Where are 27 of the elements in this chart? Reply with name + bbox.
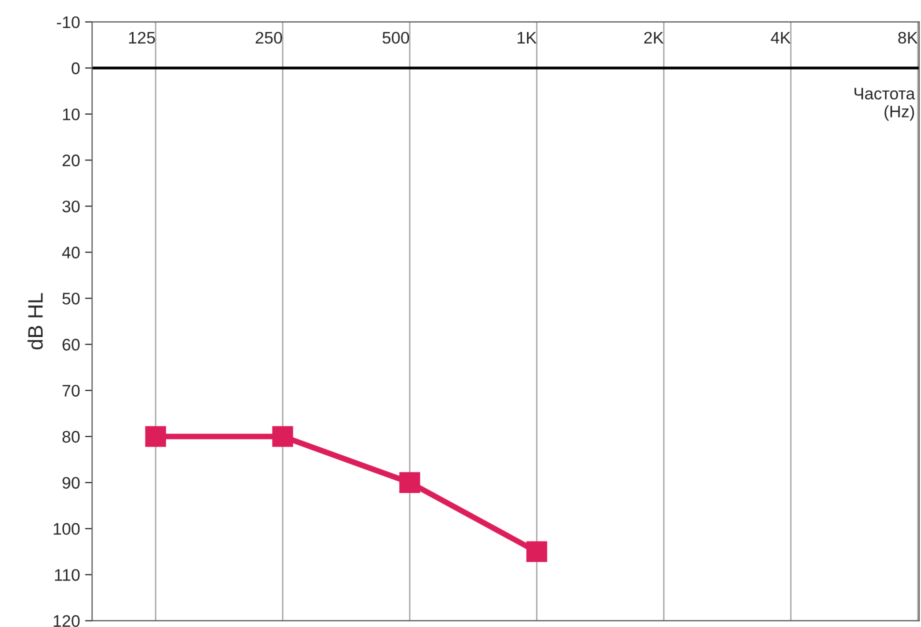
point <box>272 426 294 447</box>
y-tick-label: 50 <box>62 292 80 305</box>
x-tick-label: 4K <box>770 32 791 44</box>
y-tick-label: 100 <box>54 523 80 535</box>
x-tick-label: 125 <box>129 32 155 44</box>
point <box>399 472 420 493</box>
y-axis-title: dB HL <box>28 293 43 350</box>
y-tick-label: 60 <box>62 338 80 351</box>
y-tick-label: 20 <box>62 154 80 166</box>
point <box>145 426 166 447</box>
x-tick-label: 500 <box>382 32 410 44</box>
y-tick-label: 120 <box>54 615 80 627</box>
annotation: Частота (Hz) <box>854 88 916 121</box>
y-tick-label: 10 <box>63 108 80 120</box>
x-tick-label: 2K <box>644 32 664 44</box>
y-tick-label: 90 <box>62 476 80 489</box>
point <box>526 541 548 562</box>
y-tick-label: 80 <box>62 430 80 443</box>
y-tick-label: 40 <box>62 246 80 258</box>
x-tick-label: 8K <box>898 32 918 44</box>
y-tick-label: 30 <box>62 200 80 212</box>
y-tick-label: 70 <box>62 384 80 397</box>
y-tick-label: 110 <box>54 569 80 581</box>
x-tick-label: 1K <box>518 32 537 44</box>
x-tick-label: 250 <box>256 32 282 44</box>
y-tick-label: 0 <box>72 62 80 74</box>
y-tick-label: -10 <box>56 16 80 28</box>
